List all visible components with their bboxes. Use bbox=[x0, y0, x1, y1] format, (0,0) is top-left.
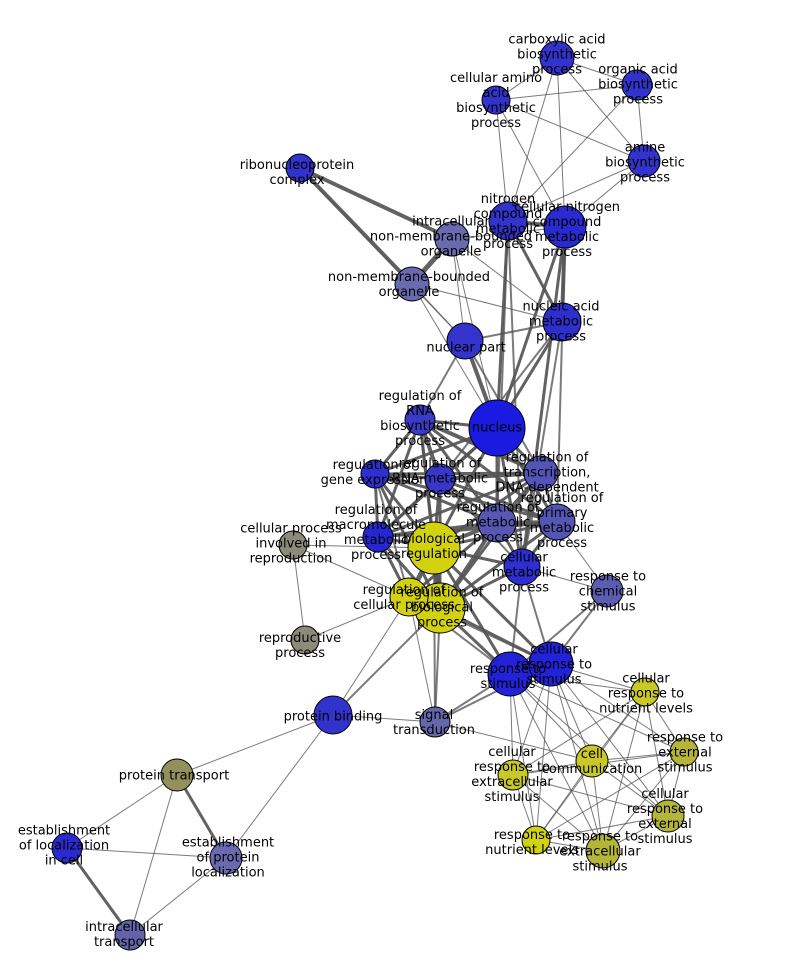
node-non_membrane_bounded_organelle[interactable] bbox=[394, 266, 430, 302]
edge bbox=[509, 673, 537, 841]
edge bbox=[602, 751, 685, 852]
edge bbox=[509, 673, 604, 852]
edge bbox=[432, 546, 553, 666]
edge bbox=[433, 547, 436, 723]
edge bbox=[65, 846, 132, 937]
node-regulation_of_rna_biosynthetic_process[interactable] bbox=[404, 404, 436, 436]
node-nuclear_part[interactable] bbox=[446, 322, 484, 360]
edge bbox=[292, 544, 410, 598]
edge bbox=[298, 166, 454, 241]
edge bbox=[376, 418, 422, 539]
edge bbox=[535, 815, 669, 841]
edge bbox=[556, 57, 645, 162]
edge bbox=[602, 691, 646, 852]
edge bbox=[176, 714, 334, 776]
node-cellular_nitrogen_compound_metabolic_process[interactable] bbox=[543, 205, 587, 249]
node-response_to_stimulus[interactable] bbox=[487, 651, 533, 697]
node-response_to_chemical_stimulus[interactable] bbox=[590, 574, 624, 608]
node-cellular_amino_acid_biosynthetic_process[interactable] bbox=[481, 85, 511, 115]
node-nucleus[interactable] bbox=[468, 399, 526, 457]
node-nitrogen_compound_metabolic_process[interactable] bbox=[488, 201, 528, 241]
node-regulation_of_macromolecule_metabolic_process[interactable] bbox=[362, 521, 394, 553]
edge bbox=[507, 84, 638, 222]
node-biological_regulation[interactable] bbox=[407, 521, 461, 575]
edge bbox=[507, 57, 558, 222]
node-response_to_external_stimulus[interactable] bbox=[669, 737, 699, 767]
node-cellular_response_to_stimulus[interactable] bbox=[528, 641, 574, 687]
edge bbox=[434, 721, 593, 762]
edge bbox=[495, 99, 509, 222]
node-intracellular_transport[interactable] bbox=[114, 919, 146, 951]
edge bbox=[521, 321, 563, 568]
edge bbox=[408, 596, 436, 723]
node-cellular_response_to_extracellular_stimulus[interactable] bbox=[497, 759, 529, 791]
node-cellular_response_to_external_stimulus[interactable] bbox=[651, 799, 685, 833]
edge bbox=[512, 774, 669, 817]
edge bbox=[225, 714, 334, 859]
edge bbox=[299, 167, 466, 342]
node-group bbox=[51, 40, 699, 951]
edge bbox=[550, 663, 685, 753]
edge bbox=[129, 857, 227, 936]
edge bbox=[373, 472, 559, 524]
edge bbox=[376, 471, 543, 539]
node-reproductive_process[interactable] bbox=[290, 625, 320, 655]
edge bbox=[66, 847, 227, 859]
node-regulation_of_gene_expression[interactable] bbox=[360, 459, 390, 489]
edge bbox=[451, 238, 563, 323]
node-regulation_of_primary_metabolic_process[interactable] bbox=[538, 503, 576, 541]
node-cellular_metabolic_process[interactable] bbox=[503, 548, 541, 586]
node-regulation_of_cellular_process[interactable] bbox=[389, 577, 429, 617]
edge bbox=[292, 544, 306, 641]
edge bbox=[129, 774, 178, 936]
edge bbox=[373, 471, 543, 476]
edge bbox=[507, 160, 645, 222]
node-regulation_of_transcription_dna_dependent[interactable] bbox=[523, 455, 559, 491]
node-signal_transduction[interactable] bbox=[419, 706, 451, 738]
edge bbox=[495, 99, 645, 162]
node-establishment_of_localization_in_cell[interactable] bbox=[51, 832, 83, 864]
node-cellular_response_to_nutrient_levels[interactable] bbox=[630, 677, 660, 707]
node-carboxylic_acid_biosynthetic_process[interactable] bbox=[539, 40, 575, 76]
node-intracellular_non_membrane_bounded_organelle[interactable] bbox=[434, 221, 470, 257]
node-organic_acid_biosynthetic_process[interactable] bbox=[621, 69, 653, 101]
edge bbox=[556, 57, 566, 228]
edge bbox=[509, 673, 685, 753]
edge-group bbox=[65, 57, 685, 937]
edge bbox=[535, 751, 685, 841]
edge bbox=[644, 691, 669, 817]
edge bbox=[418, 418, 499, 525]
edge bbox=[373, 472, 499, 525]
node-cellular_process_involved_in_reproduction[interactable] bbox=[278, 530, 308, 560]
edge bbox=[509, 673, 646, 693]
node-response_to_nutrient_levels[interactable] bbox=[521, 825, 551, 855]
node-regulation_of_metabolic_process[interactable] bbox=[477, 503, 517, 543]
edge bbox=[411, 283, 563, 323]
node-protein_transport[interactable] bbox=[160, 758, 194, 792]
node-ribonucleoprotein_complex[interactable] bbox=[285, 153, 315, 183]
edge bbox=[376, 520, 559, 539]
node-response_to_extracellular_stimulus[interactable] bbox=[585, 833, 621, 869]
edge bbox=[332, 596, 410, 716]
edge bbox=[512, 774, 604, 852]
edge bbox=[512, 691, 646, 776]
node-protein_binding[interactable] bbox=[313, 695, 353, 735]
edge bbox=[66, 774, 178, 849]
edge bbox=[438, 477, 559, 524]
edge bbox=[495, 99, 566, 228]
node-cell_communication[interactable] bbox=[575, 744, 609, 778]
node-regulation_of_rna_metabolic_process[interactable] bbox=[424, 463, 456, 495]
edge bbox=[495, 84, 638, 101]
edge bbox=[535, 663, 552, 841]
node-establishment_of_protein_localization[interactable] bbox=[209, 841, 243, 875]
node-nucleic_acid_metabolic_process[interactable] bbox=[542, 302, 582, 342]
node-amine_biosynthetic_process[interactable] bbox=[627, 144, 661, 178]
